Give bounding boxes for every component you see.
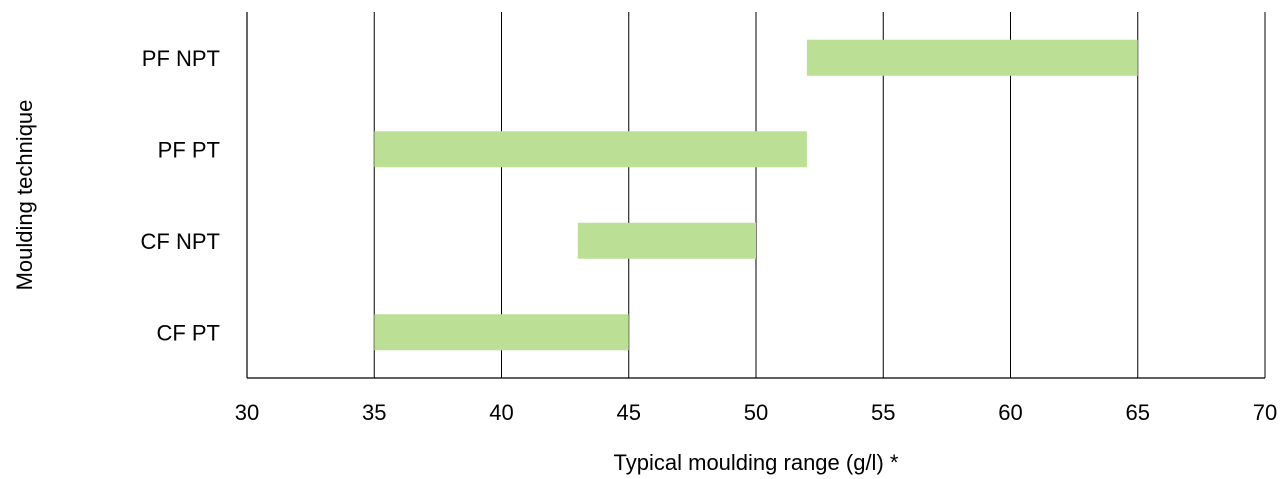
x-tick-label-65: 65 — [1126, 400, 1150, 425]
y-tick-labels: PF NPT PF PT CF NPT CF PT — [141, 46, 220, 346]
y-tick-label-cf-pt: CF PT — [156, 320, 220, 345]
y-axis-title: Moulding technique — [12, 100, 37, 291]
x-tick-label-55: 55 — [871, 400, 895, 425]
x-tick-label-40: 40 — [489, 400, 513, 425]
y-tick-label-pf-npt: PF NPT — [142, 46, 220, 71]
bar-cf-pt — [374, 314, 629, 351]
x-tick-label-45: 45 — [617, 400, 641, 425]
axes — [246, 12, 1265, 379]
x-tick-label-35: 35 — [362, 400, 386, 425]
bar-pf-pt — [374, 131, 807, 168]
bar-cf-npt — [577, 222, 756, 259]
y-tick-label-cf-npt: CF NPT — [141, 229, 220, 254]
x-tick-label-60: 60 — [998, 400, 1022, 425]
x-tick-labels: 30 35 40 45 50 55 60 65 70 — [235, 400, 1277, 425]
x-tick-label-50: 50 — [744, 400, 768, 425]
y-tick-label-pf-pt: PF PT — [158, 137, 220, 162]
bar-pf-npt — [806, 39, 1138, 76]
x-tick-label-30: 30 — [235, 400, 259, 425]
x-axis-title: Typical moulding range (g/l) * — [614, 450, 899, 475]
range-bars — [374, 39, 1138, 351]
x-tick-label-70: 70 — [1253, 400, 1277, 425]
